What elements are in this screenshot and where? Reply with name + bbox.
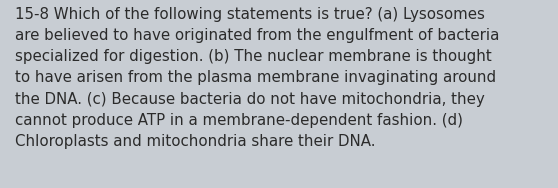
Text: 15-8 Which of the following statements is true? (a) Lysosomes
are believed to ha: 15-8 Which of the following statements i…	[15, 7, 499, 149]
